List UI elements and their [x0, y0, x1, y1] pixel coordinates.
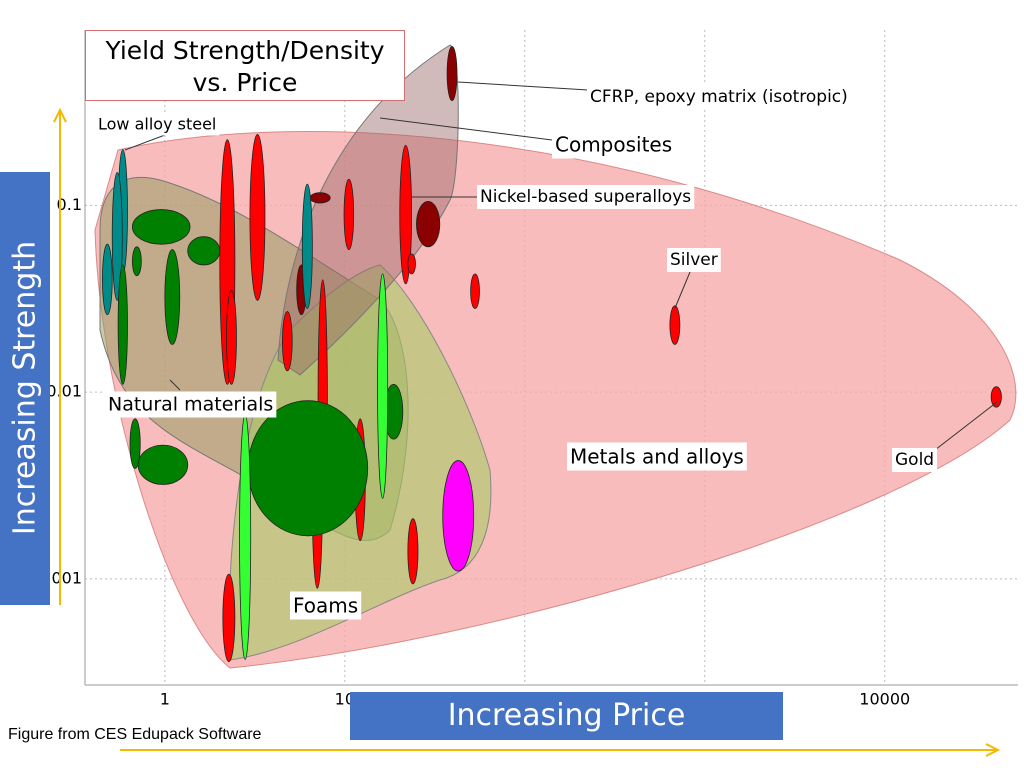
- y-tick-label: 0.1: [57, 195, 82, 214]
- material-bubble: [131, 209, 191, 245]
- annotation-bg: [892, 448, 938, 472]
- material-bubble: [407, 253, 416, 275]
- material-bubble: [129, 418, 141, 469]
- material-bubble: [343, 178, 355, 250]
- material-bubble: [239, 413, 252, 660]
- annotation: Composites: [555, 133, 672, 157]
- material-bubble: [399, 144, 413, 285]
- annotation: Silver: [670, 250, 718, 270]
- annotation-bg: [105, 391, 277, 418]
- annotation-bg: [667, 248, 721, 272]
- annotation: Foams: [293, 594, 358, 618]
- annotation-bg: [587, 85, 851, 109]
- labels: Low alloy steel CFRP, epoxy matrix (isotr…: [95, 85, 938, 620]
- material-bubble: [282, 311, 293, 372]
- annotation: Nickel-based superalloys: [480, 187, 691, 207]
- material-bubble: [309, 192, 331, 204]
- material-bubble: [247, 400, 369, 537]
- footer: Figure from CES Edupack Software: [8, 726, 262, 743]
- material-bubble: [990, 386, 1002, 408]
- material-bubble: [446, 46, 458, 102]
- leader-lines: [124, 81, 998, 451]
- marks: [102, 46, 1002, 663]
- price-arrow-head: [985, 743, 1001, 757]
- annotation: Metals and alloys: [570, 445, 744, 469]
- annotation-bg: [477, 185, 695, 209]
- material-bubble: [416, 201, 441, 248]
- x-tick-label: 10: [335, 690, 355, 709]
- y-tick-label: 0.01: [46, 382, 82, 401]
- material-bubble: [187, 236, 221, 266]
- material-bubble: [226, 290, 237, 385]
- y-axis-label: Increasing Strength: [7, 240, 43, 536]
- material-bubble: [407, 518, 419, 585]
- material-bubble: [377, 273, 389, 499]
- material-bubble: [137, 444, 189, 485]
- material-bubble: [442, 460, 475, 572]
- material-bubble: [222, 573, 236, 663]
- annotation: Low alloy steel: [98, 115, 216, 134]
- x-tick-label: 1: [160, 690, 170, 709]
- annotation: CFRP, epoxy matrix (isotropic): [590, 87, 848, 107]
- strength-arrow-head: [53, 107, 67, 123]
- annotation: Gold: [895, 450, 934, 470]
- material-bubble: [164, 249, 181, 345]
- y-label-box: Increasing Strength: [0, 172, 50, 605]
- material-bubble: [669, 305, 681, 345]
- chart-title: Yield Strength/Density vs. Price: [85, 30, 405, 101]
- material-bubble: [301, 183, 313, 310]
- annotation-bg: [290, 591, 362, 620]
- material-bubble: [249, 134, 266, 301]
- annotation-bg: [95, 112, 220, 136]
- annotation-bg: [552, 130, 676, 159]
- x-axis-label: Increasing Price: [350, 692, 783, 740]
- annotation: Natural materials: [108, 394, 273, 416]
- material-bubble: [111, 172, 123, 301]
- x-tick-label: 10000: [859, 690, 910, 709]
- material-bubble: [117, 264, 128, 385]
- material-bubble: [102, 243, 113, 316]
- annotation-bg: [567, 442, 747, 471]
- material-bubble: [131, 246, 142, 277]
- material-bubble: [470, 273, 480, 310]
